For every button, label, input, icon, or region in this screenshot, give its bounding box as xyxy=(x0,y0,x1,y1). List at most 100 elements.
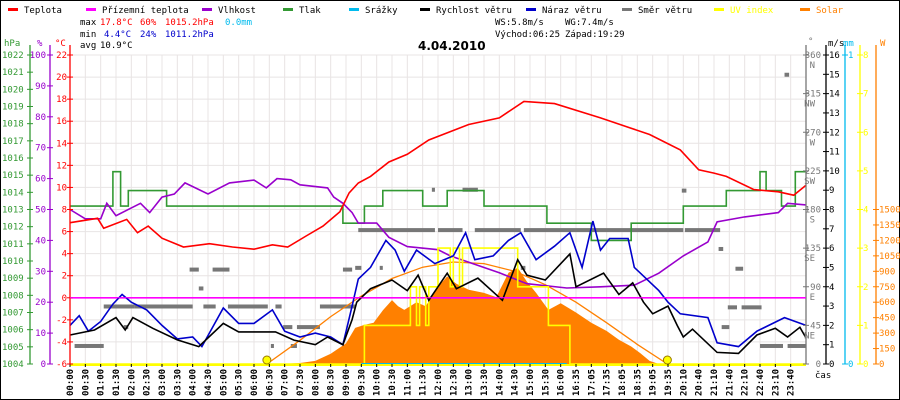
axis-label-uv: 4 xyxy=(863,206,868,216)
legend-swatch-2 xyxy=(202,8,212,11)
wind-direction-mark xyxy=(431,187,435,192)
axis-label-solar: 0 xyxy=(879,360,884,370)
chart-title: 4.04.2010 xyxy=(418,39,486,53)
axis-label-temperature: 20 xyxy=(56,73,67,83)
axis-label-humidity: 60 xyxy=(35,175,46,185)
wind-direction-mark xyxy=(290,343,297,348)
x-tick-label: 01:00 xyxy=(97,369,107,396)
axis-label-pressure: 1012 xyxy=(2,223,24,233)
x-tick-label: 07:30 xyxy=(296,369,306,396)
axis-compass-direction: E xyxy=(810,293,815,303)
axis-compass-direction: W xyxy=(810,138,816,148)
wind-direction-mark xyxy=(358,228,435,233)
stat-min-label: min xyxy=(80,30,96,40)
axis-label-temperature: 10 xyxy=(56,183,67,193)
axis-label-humidity: 0 xyxy=(41,360,46,370)
axis-label-wind: 11 xyxy=(829,148,840,158)
axis-label-pressure: 1019 xyxy=(2,103,24,113)
wind-direction-mark xyxy=(275,304,282,309)
x-tick-label: 13:00 xyxy=(465,369,475,396)
x-tick-label: 11:00 xyxy=(403,369,413,396)
axis-label-wind: 16 xyxy=(829,51,840,61)
wind-direction-mark xyxy=(355,265,362,270)
stats: max 17.8°C 60% 1015.2hPa 0.0mm min 4.4°C… xyxy=(80,18,625,51)
axis-label-uv: 1 xyxy=(863,321,868,331)
legend-swatch-1 xyxy=(86,8,96,11)
axis-compass-direction: NW xyxy=(804,100,815,110)
legend-label-7: Směr větru xyxy=(638,6,692,16)
axis-compass-direction: SE xyxy=(804,254,815,264)
x-tick-label: 21:40 xyxy=(725,369,735,396)
axis-label-wind: 10 xyxy=(829,167,840,177)
series-teplota xyxy=(69,100,807,251)
x-tick-label: 09:30 xyxy=(357,369,367,396)
axis-label-pressure: 1010 xyxy=(2,257,24,267)
axis-label-pressure: 1018 xyxy=(2,120,24,130)
x-tick-label: 16:35 xyxy=(572,369,582,396)
series-vlhkost xyxy=(69,177,807,289)
axis-label-direction: 180 xyxy=(805,206,821,216)
axis-unit-solar: W xyxy=(880,39,886,49)
wind-direction-mark xyxy=(787,343,806,348)
wind-direction-mark xyxy=(123,325,129,330)
wind-direction-mark xyxy=(721,325,730,330)
axis-label-temperature: -6 xyxy=(56,360,67,370)
x-tick-label: 18:05 xyxy=(618,369,628,396)
axes: 00:00 00:30 01:00 01:30 02:00 02:30 03:00 03:30… xyxy=(2,37,900,396)
axis-label-humidity: 40 xyxy=(35,236,46,246)
legend-swatch-6 xyxy=(526,8,536,11)
axis-compass-direction: SW xyxy=(804,177,815,187)
axis-compass-direction: S xyxy=(810,216,815,226)
x-tick-label: 14:30 xyxy=(511,369,521,396)
axis-label-pressure: 1007 xyxy=(2,309,24,319)
legend-label-1: Přízemní teplota xyxy=(102,6,189,16)
axis-label-humidity: 90 xyxy=(35,82,46,92)
x-tick-label: 18:35 xyxy=(633,369,643,396)
axis-label-temperature: 2 xyxy=(62,272,67,282)
axis-label-humidity: 20 xyxy=(35,298,46,308)
wind-direction-mark xyxy=(103,304,135,309)
series-rychlost-v-tru xyxy=(69,252,807,355)
wind-direction-mark xyxy=(74,343,104,348)
wind-direction-mark xyxy=(270,343,274,348)
sunrise-marker xyxy=(262,355,272,365)
axis-label-uv: 2 xyxy=(863,283,868,293)
axis-label-pressure: 1021 xyxy=(2,68,24,78)
legend-swatch-8 xyxy=(714,8,724,11)
axis-label-solar: 1050 xyxy=(879,252,900,262)
x-tick-label: 06:00 xyxy=(250,369,260,396)
stat-avg-temp: 10.9°C xyxy=(100,41,133,51)
wind-direction-mark xyxy=(438,228,463,233)
axis-label-uv: 3 xyxy=(863,244,868,254)
axis-label-pressure: 1005 xyxy=(2,343,24,353)
wind-direction-mark xyxy=(523,228,684,233)
legend-swatch-9 xyxy=(800,8,810,11)
axis-label-humidity: 30 xyxy=(35,267,46,277)
wind-direction-mark xyxy=(735,266,744,271)
axis-label-wind: 5 xyxy=(829,263,834,273)
axis-label-uv: 7 xyxy=(863,90,868,100)
axis-label-pressure: 1015 xyxy=(2,171,24,181)
x-tick-label: 11:30 xyxy=(419,369,429,396)
x-tick-label: 10:00 xyxy=(373,369,383,396)
axis-label-temperature: 18 xyxy=(56,95,67,105)
axis-label-solar: 450 xyxy=(879,314,895,324)
x-tick-label: 04:30 xyxy=(204,369,214,396)
x-tick-label: 10:30 xyxy=(388,369,398,396)
stat-max-rain: 0.0mm xyxy=(225,18,252,28)
axis-label-wind: 1 xyxy=(829,341,834,351)
axis-label-wind: 6 xyxy=(829,244,834,254)
wind-direction-mark xyxy=(684,228,721,233)
x-tick-label: 02:30 xyxy=(143,369,153,396)
axis-label-uv: 8 xyxy=(863,51,868,61)
stat-max-pressure: 1015.2hPa xyxy=(165,18,214,28)
legend-label-6: Náraz větru xyxy=(542,6,602,16)
x-tick-label: 23:40 xyxy=(787,369,797,396)
axis-label-direction: 315 xyxy=(805,90,821,100)
axis-label-direction: 0 xyxy=(816,360,821,370)
axis-unit-direction: ° xyxy=(808,37,813,47)
x-tick-label: 22:40 xyxy=(756,369,766,396)
axis-label-wind: 14 xyxy=(829,90,840,100)
axis-label-direction: 270 xyxy=(805,128,821,138)
